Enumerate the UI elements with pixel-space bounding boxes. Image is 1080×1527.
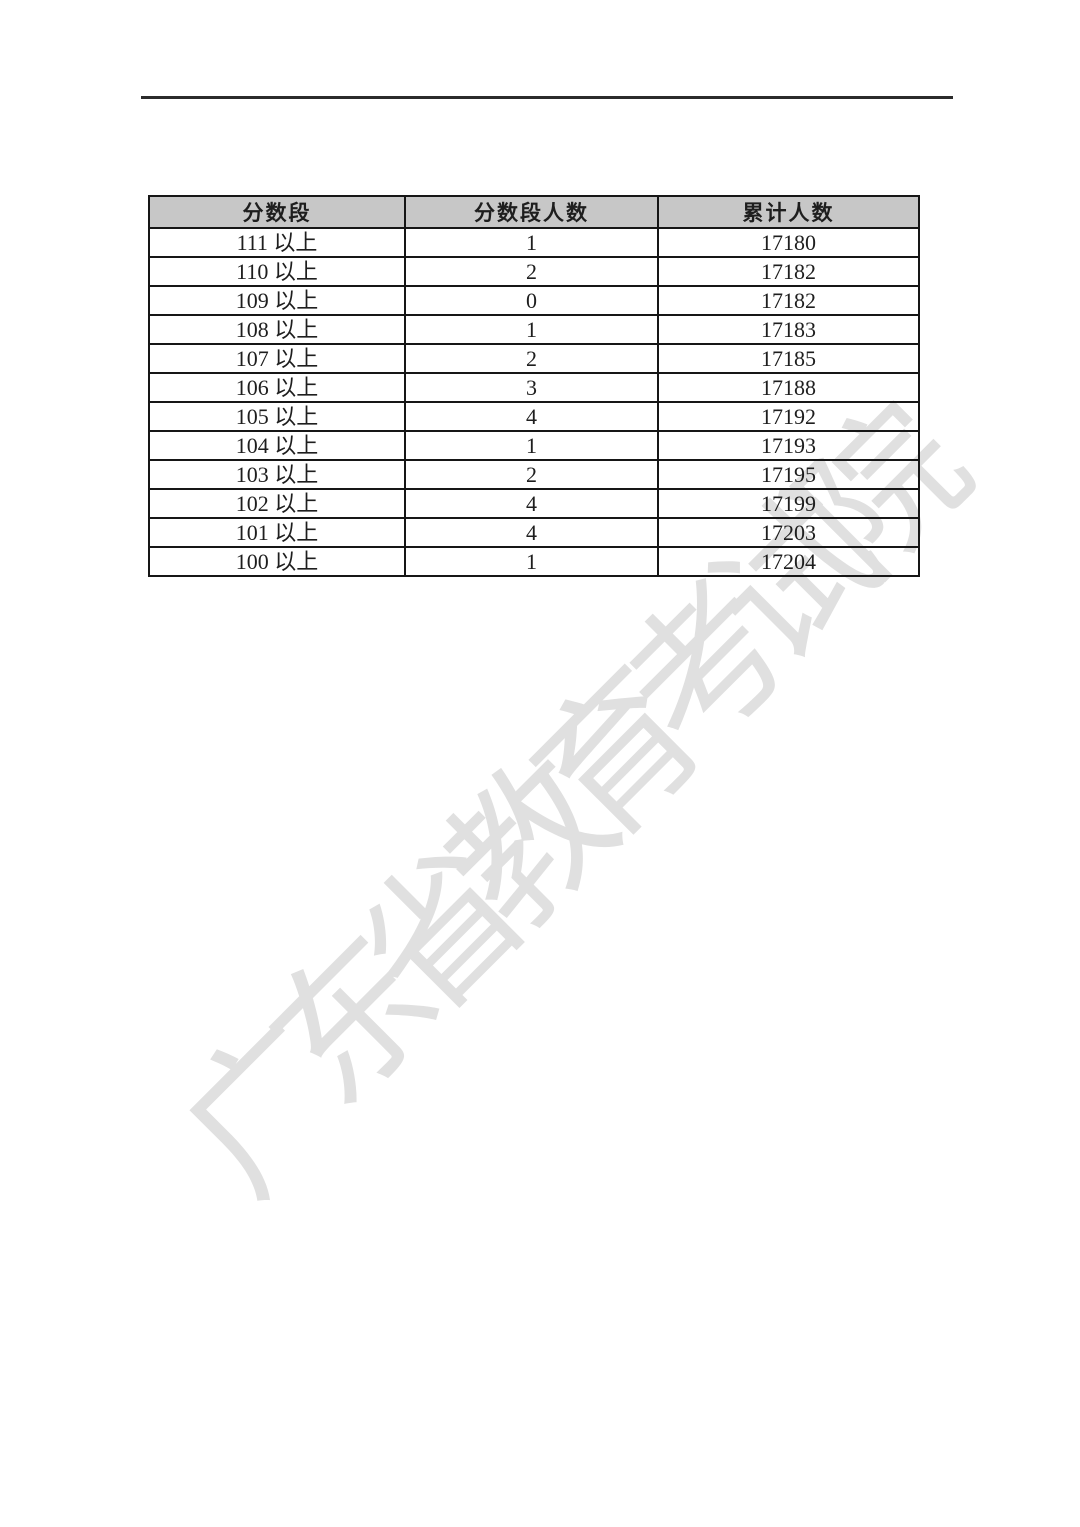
score-range-cell: 111 以上: [148, 227, 406, 258]
cumulative-count-cell: 17188: [657, 372, 920, 403]
segment-count-cell: 4: [404, 401, 659, 432]
table-row: 105 以上 4 17192: [148, 401, 920, 432]
header-score-range: 分数段: [148, 195, 406, 229]
cumulative-count-cell: 17204: [657, 546, 920, 577]
table-header: 分数段 分数段人数 累计人数: [148, 195, 920, 229]
score-range-cell: 110 以上: [148, 256, 406, 287]
header-segment-count: 分数段人数: [404, 195, 659, 229]
table-row: 111 以上 1 17180: [148, 227, 920, 258]
segment-count-cell: 2: [404, 256, 659, 287]
table-row: 108 以上 1 17183: [148, 314, 920, 345]
score-range-cell: 102 以上: [148, 488, 406, 519]
score-range-cell: 105 以上: [148, 401, 406, 432]
score-range-cell: 104 以上: [148, 430, 406, 461]
segment-count-cell: 4: [404, 517, 659, 548]
cumulative-count-cell: 17193: [657, 430, 920, 461]
score-range-cell: 100 以上: [148, 546, 406, 577]
score-range-cell: 101 以上: [148, 517, 406, 548]
cumulative-count-cell: 17203: [657, 517, 920, 548]
segment-count-cell: 2: [404, 459, 659, 490]
table-row: 100 以上 1 17204: [148, 546, 920, 577]
segment-count-cell: 1: [404, 227, 659, 258]
score-range-cell: 103 以上: [148, 459, 406, 490]
segment-count-cell: 1: [404, 546, 659, 577]
cumulative-count-cell: 17199: [657, 488, 920, 519]
score-distribution-table: 分数段 分数段人数 累计人数 111 以上 1 17180 110 以上 2 17182 1…: [148, 195, 920, 577]
table-header-row: 分数段 分数段人数 累计人数: [148, 195, 920, 229]
table-row: 106 以上 3 17188: [148, 372, 920, 403]
cumulative-count-cell: 17192: [657, 401, 920, 432]
segment-count-cell: 4: [404, 488, 659, 519]
score-range-cell: 107 以上: [148, 343, 406, 374]
cumulative-count-cell: 17180: [657, 227, 920, 258]
cumulative-count-cell: 17185: [657, 343, 920, 374]
score-range-cell: 108 以上: [148, 314, 406, 345]
segment-count-cell: 3: [404, 372, 659, 403]
table-row: 104 以上 1 17193: [148, 430, 920, 461]
table-body: 111 以上 1 17180 110 以上 2 17182 109 以上 0 17182 108 …: [148, 227, 920, 577]
score-range-cell: 106 以上: [148, 372, 406, 403]
cumulative-count-cell: 17182: [657, 256, 920, 287]
score-range-cell: 109 以上: [148, 285, 406, 316]
cumulative-count-cell: 17195: [657, 459, 920, 490]
header-rule: [141, 96, 953, 99]
segment-count-cell: 1: [404, 430, 659, 461]
table-row: 102 以上 4 17199: [148, 488, 920, 519]
header-cumulative-count: 累计人数: [657, 195, 920, 229]
segment-count-cell: 1: [404, 314, 659, 345]
segment-count-cell: 2: [404, 343, 659, 374]
cumulative-count-cell: 17182: [657, 285, 920, 316]
table-row: 101 以上 4 17203: [148, 517, 920, 548]
cumulative-count-cell: 17183: [657, 314, 920, 345]
table-row: 107 以上 2 17185: [148, 343, 920, 374]
table-row: 110 以上 2 17182: [148, 256, 920, 287]
table-row: 103 以上 2 17195: [148, 459, 920, 490]
table-row: 109 以上 0 17182: [148, 285, 920, 316]
segment-count-cell: 0: [404, 285, 659, 316]
